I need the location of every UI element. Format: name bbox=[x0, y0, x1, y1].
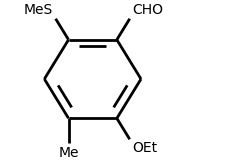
Text: CHO: CHO bbox=[132, 3, 163, 17]
Text: MeS: MeS bbox=[24, 3, 53, 17]
Text: Me: Me bbox=[58, 146, 79, 160]
Text: OEt: OEt bbox=[132, 141, 157, 155]
